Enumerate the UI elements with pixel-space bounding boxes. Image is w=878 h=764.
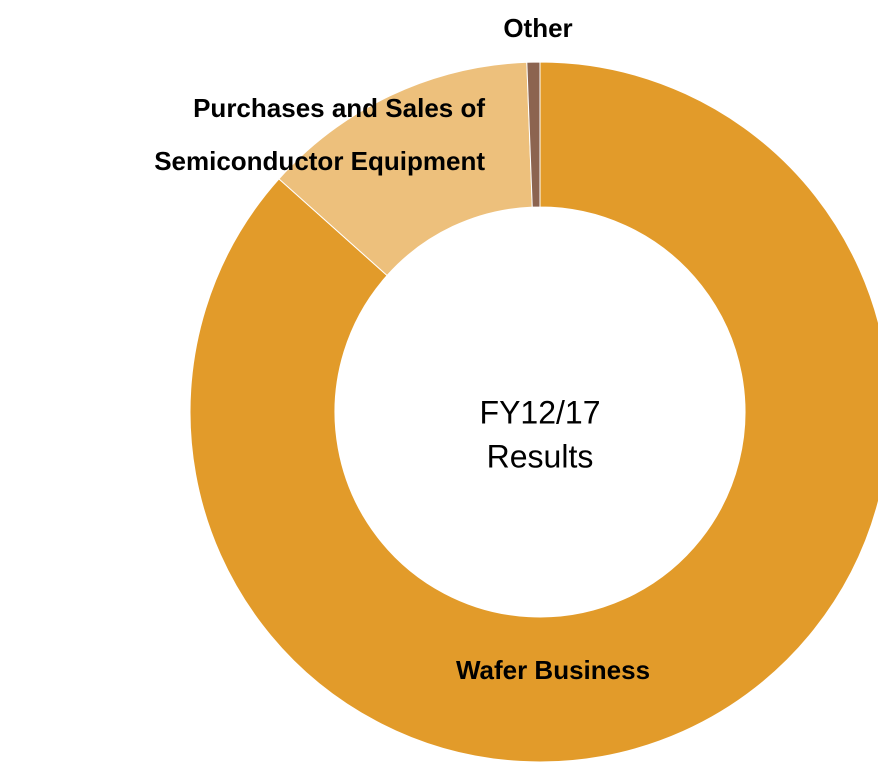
center-label: Results <box>487 438 594 474</box>
donut-slice <box>526 61 541 208</box>
slice-label: Purchases and Sales of <box>193 93 485 123</box>
slice-label: Semiconductor Equipment <box>154 146 485 176</box>
center-label: FY12/17 <box>480 394 601 430</box>
slice-label: Wafer Business <box>456 655 650 685</box>
donut-slice <box>278 61 533 277</box>
slice-label: Other <box>503 13 572 43</box>
donut-slice <box>189 61 878 763</box>
